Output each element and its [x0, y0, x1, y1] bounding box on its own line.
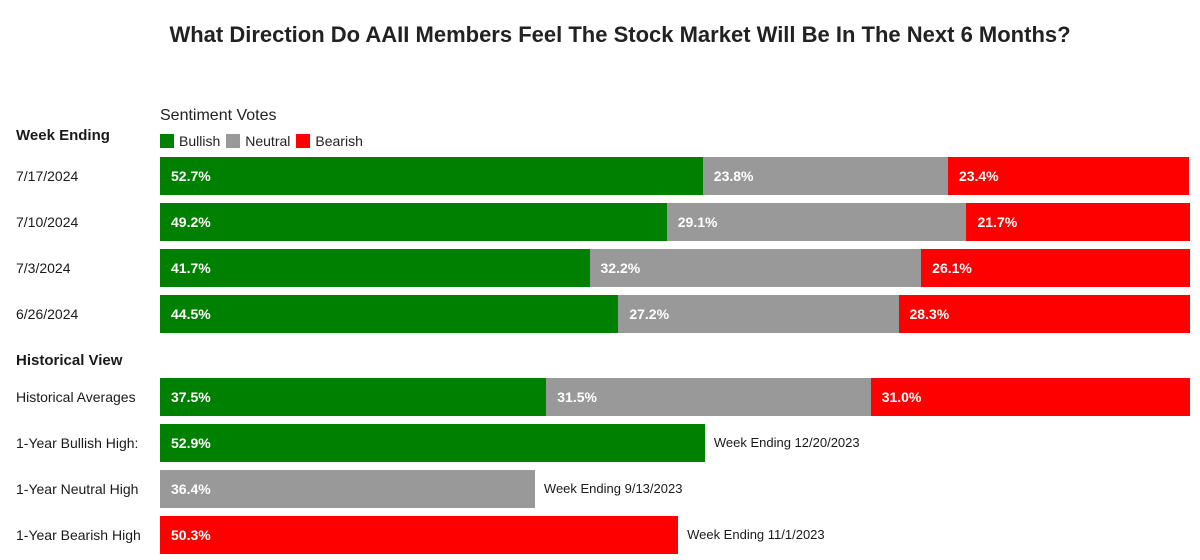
bar-segment-bullish-historical-averages: 37.5% — [160, 378, 547, 416]
bar-neutral-high: 36.4% — [160, 470, 535, 508]
bar-bearish-high: 50.3% — [160, 516, 679, 554]
row-label-week-4: 6/26/2024 — [16, 306, 79, 322]
row-label-bullish-high: 1-Year Bullish High: — [16, 435, 139, 451]
row-label-historical-averages: Historical Averages — [16, 389, 136, 405]
legend-item-neutral: Neutral — [226, 133, 290, 149]
bar-segment-bullish-week-1: 52.7% — [160, 157, 703, 195]
stacked-bar-week-1: 52.7% 23.8% 23.4% — [160, 157, 1190, 195]
legend-label-bearish: Bearish — [315, 133, 363, 149]
bar-segment-bearish-week-2: 21.7% — [966, 203, 1190, 241]
stacked-bar-week-4: 44.5% 27.2% 28.3% — [160, 295, 1190, 333]
bar-segment-bullish-week-2: 49.2% — [160, 203, 667, 241]
bar-segment-bullish-week-4: 44.5% — [160, 295, 619, 333]
bar-segment-neutral-week-4: 27.2% — [618, 295, 899, 333]
legend-item-bullish: Bullish — [160, 133, 220, 149]
bar-segment-neutral-week-2: 29.1% — [666, 203, 967, 241]
bar-segment-bearish-historical-averages: 31.0% — [870, 378, 1190, 416]
bar-bullish-high: 52.9% — [160, 424, 705, 462]
stacked-bar-historical-averages: 37.5% 31.5% 31.0% — [160, 378, 1190, 416]
stacked-bar-week-3: 41.7% 32.2% 26.1% — [160, 249, 1190, 287]
bar-segment-bearish-week-3: 26.1% — [921, 249, 1190, 287]
legend-swatch-bearish — [296, 134, 311, 148]
row-label-week-3: 7/3/2024 — [16, 260, 71, 276]
legend-swatch-bullish — [160, 134, 174, 148]
bar-segment-bearish-week-4: 28.3% — [898, 295, 1190, 333]
legend-label-neutral: Neutral — [245, 133, 291, 149]
bar-segment-neutral-historical-averages: 31.5% — [546, 378, 871, 416]
bar-segment-bearish-week-1: 23.4% — [947, 157, 1189, 195]
historical-heading: Historical View — [16, 352, 123, 369]
row-label-neutral-high: 1-Year Neutral High — [16, 481, 139, 497]
note-bullish-high: Week Ending 12/20/2023 — [713, 435, 860, 450]
row-label-bearish-high: 1-Year Bearish High — [16, 527, 141, 543]
legend-label-bullish: Bullish — [179, 133, 221, 149]
legend-item-bearish: Bearish — [296, 133, 363, 149]
chart-title: What Direction Do AAII Members Feel The … — [169, 22, 1071, 47]
bar-segment-bullish-week-3: 41.7% — [160, 249, 590, 287]
row-label-week-1: 7/17/2024 — [16, 168, 79, 184]
note-bearish-high: Week Ending 11/1/2023 — [687, 527, 825, 542]
row-label-week-2: 7/10/2024 — [16, 214, 79, 230]
stacked-bar-week-2: 49.2% 29.1% 21.7% — [160, 203, 1190, 241]
weekly-heading: Week Ending — [16, 127, 110, 144]
bar-segment-neutral-week-3: 32.2% — [589, 249, 922, 287]
note-neutral-high: Week Ending 9/13/2023 — [543, 481, 683, 496]
bar-segment-neutral-week-1: 23.8% — [702, 157, 948, 195]
legend-title: Sentiment Votes — [160, 107, 277, 124]
legend-swatch-neutral — [226, 134, 241, 148]
legend: Bullish Neutral Bearish — [160, 133, 369, 149]
